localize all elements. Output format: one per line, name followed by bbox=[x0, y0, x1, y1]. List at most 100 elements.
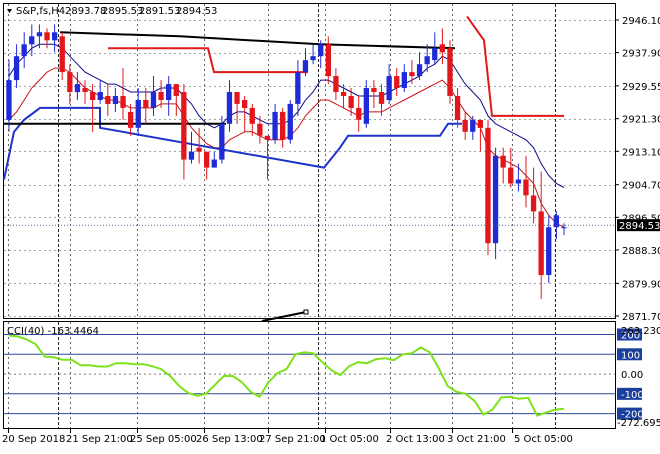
candle-body[interactable] bbox=[515, 179, 521, 184]
anchor-square bbox=[303, 309, 309, 315]
candle-body[interactable] bbox=[249, 107, 255, 124]
candle-body[interactable] bbox=[295, 72, 301, 104]
cci-level-label: -100 bbox=[621, 390, 644, 401]
candle-body[interactable] bbox=[97, 92, 103, 100]
candle-body[interactable] bbox=[318, 44, 324, 57]
candle-body[interactable] bbox=[59, 36, 65, 73]
close-value: 2894.53 bbox=[176, 6, 217, 17]
candle-body[interactable] bbox=[409, 72, 415, 77]
candle-body[interactable] bbox=[135, 100, 141, 128]
candle-body[interactable] bbox=[500, 155, 506, 168]
candle-body[interactable] bbox=[204, 151, 210, 168]
cci-label: CCI(40) -163.4464 bbox=[7, 326, 99, 337]
cci-level-tag bbox=[617, 407, 642, 420]
candle-body[interactable] bbox=[363, 88, 369, 124]
candle-body[interactable] bbox=[492, 155, 499, 244]
candle-body[interactable] bbox=[546, 227, 552, 275]
price-tick-label: 2871.70 bbox=[622, 312, 660, 323]
candle-body[interactable] bbox=[105, 96, 111, 104]
price-tick-label: 2946.10 bbox=[622, 16, 660, 27]
candle-body[interactable] bbox=[394, 76, 400, 88]
candle-body[interactable] bbox=[188, 151, 195, 160]
candle-body[interactable] bbox=[74, 84, 81, 93]
candle-body[interactable] bbox=[378, 92, 385, 104]
open-value: 2893.78 bbox=[65, 6, 106, 17]
candle-body[interactable] bbox=[257, 123, 263, 136]
current-price-tag bbox=[617, 219, 660, 232]
candle-body[interactable] bbox=[6, 80, 12, 120]
cci-level-tag bbox=[617, 387, 642, 400]
candle-body[interactable] bbox=[150, 92, 157, 108]
candle-body[interactable] bbox=[287, 103, 293, 140]
red-step-line bbox=[108, 47, 308, 74]
candle-body[interactable] bbox=[82, 88, 88, 92]
candle-body[interactable] bbox=[211, 159, 217, 168]
candle-body[interactable] bbox=[181, 92, 187, 160]
candle-body[interactable] bbox=[234, 92, 240, 104]
candle-body[interactable] bbox=[173, 84, 179, 96]
cci-level-tag bbox=[617, 348, 642, 361]
candle-body[interactable] bbox=[538, 211, 544, 276]
candle-body[interactable] bbox=[401, 72, 407, 88]
candle-body[interactable] bbox=[166, 84, 172, 100]
price-axis: 2946.10 2937.90 2929.55 2921.30 2913.10 2904.… bbox=[615, 16, 660, 323]
candle-body[interactable] bbox=[302, 60, 309, 73]
candle-body[interactable] bbox=[90, 92, 96, 100]
candle-body[interactable] bbox=[447, 48, 453, 96]
candle-body[interactable] bbox=[325, 44, 331, 77]
dropdown-triangle-icon[interactable] bbox=[7, 9, 12, 13]
candle-body[interactable] bbox=[356, 107, 362, 120]
candle-body[interactable] bbox=[219, 123, 225, 160]
candle-body[interactable] bbox=[143, 100, 149, 108]
time-tick-label: 2 Oct 13:00 bbox=[386, 434, 445, 445]
candle-body[interactable] bbox=[112, 96, 119, 104]
candle-body[interactable] bbox=[386, 76, 392, 100]
candle-body[interactable] bbox=[242, 100, 248, 108]
candle-body[interactable] bbox=[310, 56, 316, 61]
candle-body[interactable] bbox=[462, 119, 468, 132]
candle-body[interactable] bbox=[13, 56, 20, 81]
candle-body[interactable] bbox=[553, 215, 559, 228]
candle-body[interactable] bbox=[340, 92, 347, 96]
header: S&P,fs,H4 2893.78 2895.53 2891.53 2894.5… bbox=[7, 6, 217, 17]
candle-body[interactable] bbox=[439, 44, 445, 53]
candle-body[interactable] bbox=[348, 96, 354, 108]
candle-body[interactable] bbox=[158, 92, 164, 100]
candle-body[interactable] bbox=[128, 111, 134, 128]
candle-body[interactable] bbox=[523, 179, 529, 196]
candles[interactable] bbox=[4, 24, 615, 299]
candle-body[interactable] bbox=[477, 119, 483, 128]
cci-level-label: 0.00 bbox=[621, 370, 643, 381]
price-tick-label: 2888.30 bbox=[622, 246, 660, 257]
candle-body[interactable] bbox=[416, 64, 423, 77]
candle-body[interactable] bbox=[432, 48, 438, 61]
candle-body[interactable] bbox=[470, 119, 476, 132]
candle-body[interactable] bbox=[29, 36, 35, 45]
trend-stub-line bbox=[261, 311, 307, 322]
candle-body[interactable] bbox=[120, 96, 126, 108]
candle-body[interactable] bbox=[272, 111, 278, 140]
candle-body[interactable] bbox=[371, 88, 377, 92]
time-tick-label: 25 Sep 05:00 bbox=[130, 434, 197, 445]
candle-body[interactable] bbox=[508, 167, 514, 184]
candle-body[interactable] bbox=[530, 195, 537, 212]
candle-body[interactable] bbox=[333, 76, 339, 92]
high-value: 2895.53 bbox=[102, 6, 143, 17]
candle-body[interactable] bbox=[36, 32, 43, 37]
price-tick-label: 2896.50 bbox=[622, 213, 660, 224]
candle-body[interactable] bbox=[21, 44, 27, 57]
candle-body[interactable] bbox=[561, 227, 567, 229]
candle-body[interactable] bbox=[280, 111, 286, 140]
candle-body[interactable] bbox=[44, 32, 50, 41]
candle-body[interactable] bbox=[52, 32, 58, 41]
time-tick-label: 26 Sep 13:00 bbox=[196, 434, 263, 445]
candle-body[interactable] bbox=[485, 127, 491, 244]
candle-body[interactable] bbox=[424, 56, 430, 65]
candle-body[interactable] bbox=[264, 135, 271, 140]
candle-body[interactable] bbox=[454, 96, 461, 120]
candle-body[interactable] bbox=[196, 147, 202, 152]
candle-body[interactable] bbox=[226, 92, 233, 124]
candle-body[interactable] bbox=[67, 72, 73, 92]
upper-envelope-line bbox=[8, 43, 565, 188]
